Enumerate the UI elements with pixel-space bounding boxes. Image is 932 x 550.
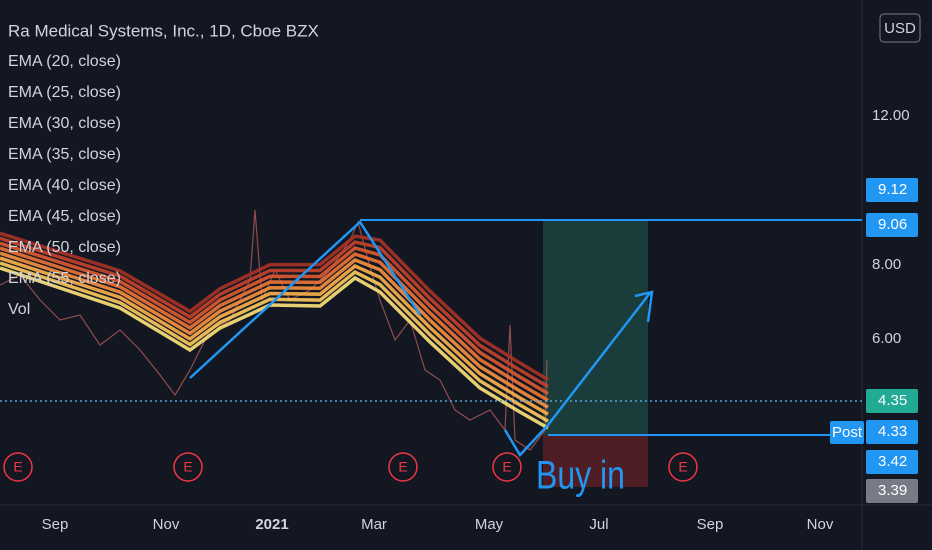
price-badge-label: 3.42: [878, 453, 907, 470]
earnings-label: E: [678, 459, 687, 475]
legend-item: EMA (55, close): [8, 270, 121, 287]
price-line: [0, 209, 548, 451]
profit-zone: [543, 220, 648, 435]
chart-title: Ra Medical Systems, Inc., 1D, Cboe BZX: [8, 21, 319, 40]
currency-button[interactable]: [879, 13, 921, 43]
earnings-circle: [388, 452, 418, 482]
price-badge: [866, 420, 918, 444]
ema-line: [0, 236, 549, 389]
ema-line: [0, 246, 549, 402]
legend-item: EMA (35, close): [8, 146, 121, 163]
price-badge-label: 4.33: [878, 423, 907, 440]
post-tag-box: [830, 421, 864, 444]
earnings-circle: [173, 452, 203, 482]
currency-label: USD: [884, 20, 916, 37]
earnings-label: E: [13, 459, 22, 475]
time-tick-label: 2021: [255, 516, 288, 533]
time-tick-label: Mar: [361, 516, 387, 533]
ema-line: [0, 231, 549, 382]
earnings-label: E: [183, 459, 192, 475]
pattern-line: [189, 220, 422, 379]
legend-item: EMA (20, close): [8, 53, 121, 70]
price-tick-label: 8.00: [872, 256, 901, 273]
time-tick-label: May: [475, 516, 504, 533]
price-badge: [866, 450, 918, 474]
price-badge-label: 4.35: [878, 392, 907, 409]
legend-item: EMA (50, close): [8, 239, 121, 256]
ema-line: [0, 241, 549, 395]
ema-line: [0, 261, 549, 423]
time-tick-label: Nov: [807, 516, 834, 533]
earnings-circle: [3, 452, 33, 482]
earnings-circle: [492, 452, 522, 482]
time-tick-label: Nov: [153, 516, 180, 533]
earnings-label: E: [398, 459, 407, 475]
ema-line: [0, 266, 549, 430]
price-badge-label: 9.06: [878, 216, 907, 233]
earnings-label: E: [502, 459, 511, 475]
price-badge: [866, 389, 918, 413]
ema-line: [0, 251, 549, 409]
time-tick-label: Sep: [697, 516, 724, 533]
loss-zone: [543, 435, 648, 487]
legend-item: EMA (40, close): [8, 177, 121, 194]
ema-ribbon: [0, 231, 549, 430]
time-tick-label: Jul: [589, 516, 608, 533]
price-badge: [866, 213, 918, 237]
price-badge-label: 9.12: [878, 181, 907, 198]
time-tick-label: Sep: [42, 516, 69, 533]
ema-line: [0, 256, 549, 416]
price-tick-label: 6.00: [872, 330, 901, 347]
arrow-line: [503, 292, 651, 458]
legend-item: Vol: [8, 301, 30, 318]
annotation: Buy in: [536, 452, 625, 497]
earnings-circle: [668, 452, 698, 482]
price-badge-label: 3.39: [878, 482, 907, 499]
arrow-head: [634, 290, 654, 323]
price-badge: [866, 178, 918, 202]
legend-item: EMA (45, close): [8, 208, 121, 225]
legend-item: EMA (25, close): [8, 84, 121, 101]
price-tick-label: 12.00: [872, 107, 910, 124]
post-tag: Post: [832, 424, 863, 441]
price-badge: [866, 479, 918, 503]
legend-item: EMA (30, close): [8, 115, 121, 132]
